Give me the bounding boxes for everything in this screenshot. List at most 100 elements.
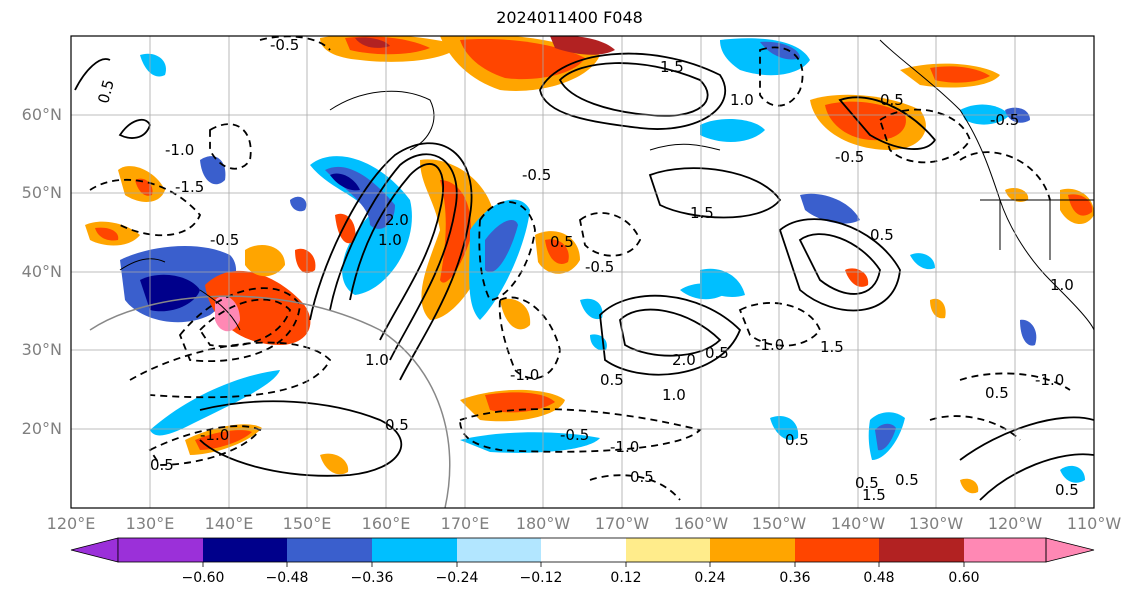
- solid-contour: [349, 163, 444, 341]
- negative-anomaly-patch: [150, 370, 280, 436]
- colorbar-tick-label: 0.60: [948, 570, 980, 586]
- contour-label: 1.5: [690, 204, 714, 222]
- lon-tick-label: 130°W: [908, 514, 964, 533]
- colorbar: [70, 537, 1095, 567]
- colorbar-segment: [457, 538, 541, 562]
- dashed-contour: [459, 408, 702, 453]
- negative-anomaly-patch: [1060, 465, 1085, 483]
- lon-tick-label: 170°W: [594, 514, 650, 533]
- lon-tick-label: 180°W: [515, 514, 571, 533]
- contour-label: -0.5: [560, 426, 589, 444]
- contour-label: 1.0: [730, 91, 754, 109]
- colorbar-tick-label: −0.12: [519, 570, 563, 586]
- contour-label: -1.0: [165, 141, 194, 159]
- negative-anomaly-patch: [875, 423, 896, 451]
- contour-label: 0.5: [705, 344, 729, 362]
- dashed-contour: [89, 178, 202, 237]
- solid-contour: [329, 153, 458, 361]
- colorbar-tick-label: −0.36: [350, 570, 394, 586]
- contour-label: -0.5: [585, 258, 614, 276]
- contour-label: 0.5: [94, 78, 118, 106]
- contour-lines: [74, 52, 1094, 501]
- dashed-contour: [959, 372, 1071, 391]
- lon-tick-label: 140°W: [830, 514, 886, 533]
- positive-anomaly-patch: [825, 101, 906, 141]
- solid-contour: [74, 58, 111, 91]
- lon-tick-label: 160°W: [673, 514, 729, 533]
- lon-tick-label: 120°E: [46, 514, 96, 533]
- contour-label: 1.0: [378, 231, 402, 249]
- colorbar-segment: [203, 538, 287, 562]
- negative-anomaly-patch: [680, 283, 728, 300]
- lon-tick-label: 160°E: [361, 514, 411, 533]
- contour-label: 2.0: [672, 351, 696, 369]
- contour-label: -0.5: [990, 111, 1019, 129]
- positive-anomaly-patch: [485, 392, 555, 413]
- negative-anomaly-patch: [910, 253, 935, 270]
- dashed-contour: [129, 341, 332, 399]
- contour-label: -1.5: [175, 178, 204, 196]
- positive-anomaly-patch: [245, 245, 285, 277]
- positive-anomaly-patch: [440, 180, 471, 283]
- positive-anomaly-patch: [550, 36, 615, 55]
- colorbar-segment: [118, 538, 203, 562]
- lon-tick-label: 110°W: [1066, 514, 1122, 533]
- projection-circle-arc: [89, 295, 451, 508]
- colorbar-segment: [964, 538, 1046, 562]
- solid-contour: [199, 400, 403, 477]
- contour-label: 1.5: [820, 338, 844, 356]
- contour-label: 1.0: [662, 386, 686, 404]
- contour-label: 0.5: [985, 384, 1009, 402]
- positive-anomaly-patch: [500, 298, 531, 330]
- contour-label: 0.5: [870, 226, 894, 244]
- colorbar-segment: [626, 538, 710, 562]
- lon-tick-label: 130°E: [125, 514, 175, 533]
- dashed-contour: [259, 36, 331, 51]
- contour-label: -1.0: [755, 336, 784, 354]
- positive-anomaly-patch: [930, 66, 990, 83]
- contour-label: -0.5: [210, 231, 239, 249]
- positive-anomaly-patch: [320, 453, 349, 475]
- negative-anomaly-patch: [770, 416, 799, 440]
- coastlines: [119, 39, 1094, 331]
- lon-tick-label: 170°E: [440, 514, 490, 533]
- contour-label-group: 0.5 1.0 0.5 -0.5 -1.0 -1.5 -0.5 -0.5 -1.…: [94, 36, 1079, 504]
- contour-label: -0.5: [270, 36, 299, 54]
- negative-anomaly-patch: [800, 193, 860, 224]
- negative-anomaly-patch: [760, 41, 800, 60]
- dashed-contour: [579, 212, 641, 257]
- positive-anomaly-patch: [195, 430, 252, 450]
- positive-anomaly-patch: [460, 39, 585, 80]
- colorbar-segment: [372, 538, 457, 562]
- contour-label: 0.5: [895, 471, 919, 489]
- lon-tick-label: 120°W: [987, 514, 1043, 533]
- colorbar-tick-label: −0.60: [181, 570, 225, 586]
- solid-contour: [838, 96, 937, 150]
- dashed-contours: [89, 36, 1071, 501]
- lat-tick-label: 20°N: [21, 419, 62, 438]
- negative-anomaly-patch: [290, 196, 307, 212]
- positive-anomaly-patch: [545, 239, 569, 264]
- positive-anomaly-patch: [930, 298, 946, 319]
- contour-label: 0.5: [150, 456, 174, 474]
- negative-anomaly-patch: [700, 118, 765, 142]
- contour-label: 1.5: [862, 486, 886, 504]
- lon-tick-label: 140°E: [204, 514, 254, 533]
- contour-label: -1.0: [610, 438, 639, 456]
- colorbar-segment: [710, 538, 795, 562]
- solid-contour: [798, 233, 881, 295]
- contour-label: 0.5: [385, 416, 409, 434]
- colorbar-tick-label: −0.48: [265, 570, 309, 586]
- dashed-contour: [178, 287, 301, 363]
- colorbar-segment: [287, 538, 372, 562]
- map-frame: [70, 35, 1095, 509]
- solid-contour: [979, 453, 1094, 501]
- solid-contour: [778, 218, 901, 312]
- contour-label: 1.0: [1050, 276, 1074, 294]
- solid-contour: [558, 62, 709, 117]
- negative-anomaly-patch: [485, 220, 518, 273]
- negative-anomaly-patch: [330, 173, 360, 191]
- colorbar-tick-label: −0.24: [435, 570, 479, 586]
- negative-anomaly-patch: [580, 298, 603, 320]
